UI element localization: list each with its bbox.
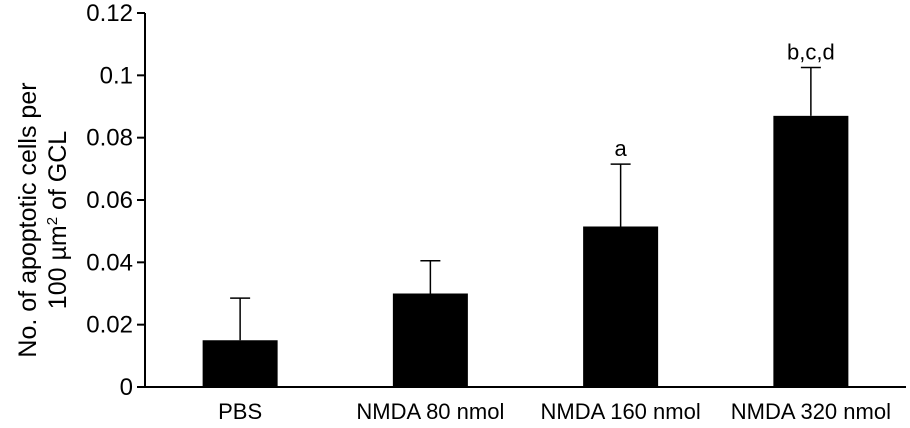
y-tick-label: 0.06 <box>86 187 133 214</box>
x-tick-label: PBS <box>218 399 262 424</box>
y-tick-label: 0.02 <box>86 312 133 339</box>
y-tick-label: 0 <box>120 374 133 401</box>
significance-annotation: a <box>615 136 628 161</box>
significance-annotation: b,c,d <box>787 40 835 65</box>
x-tick-label: NMDA 320 nmol <box>731 399 891 424</box>
bar <box>583 226 659 387</box>
y-tick-label: 0.08 <box>86 125 133 152</box>
bar <box>773 115 849 387</box>
x-axis-labels: PBS NMDA 80 nmol NMDA 160 nmol NMDA 320 nmo… <box>218 399 891 424</box>
x-tick-label: NMDA 160 nmol <box>541 399 701 424</box>
y-tick-label: 0.04 <box>86 249 133 276</box>
bar <box>202 340 278 387</box>
x-tick-label: NMDA 80 nmol <box>356 399 504 424</box>
bars: a b,c,d <box>202 40 849 387</box>
bar <box>392 293 468 387</box>
y-tick-label: 0.12 <box>86 0 133 27</box>
y-axis-label-line2: 100 µm2 of GCL <box>44 131 72 309</box>
y-axis-label: No. of apoptotic cells per 100 µm2 of GC… <box>14 82 72 357</box>
y-tick-label: 0.1 <box>100 62 133 89</box>
y-axis-ticks: 0 0.02 0.04 0.06 0.08 0.1 0.12 <box>86 0 145 401</box>
y-axis-label-line1: No. of apoptotic cells per <box>14 82 42 357</box>
